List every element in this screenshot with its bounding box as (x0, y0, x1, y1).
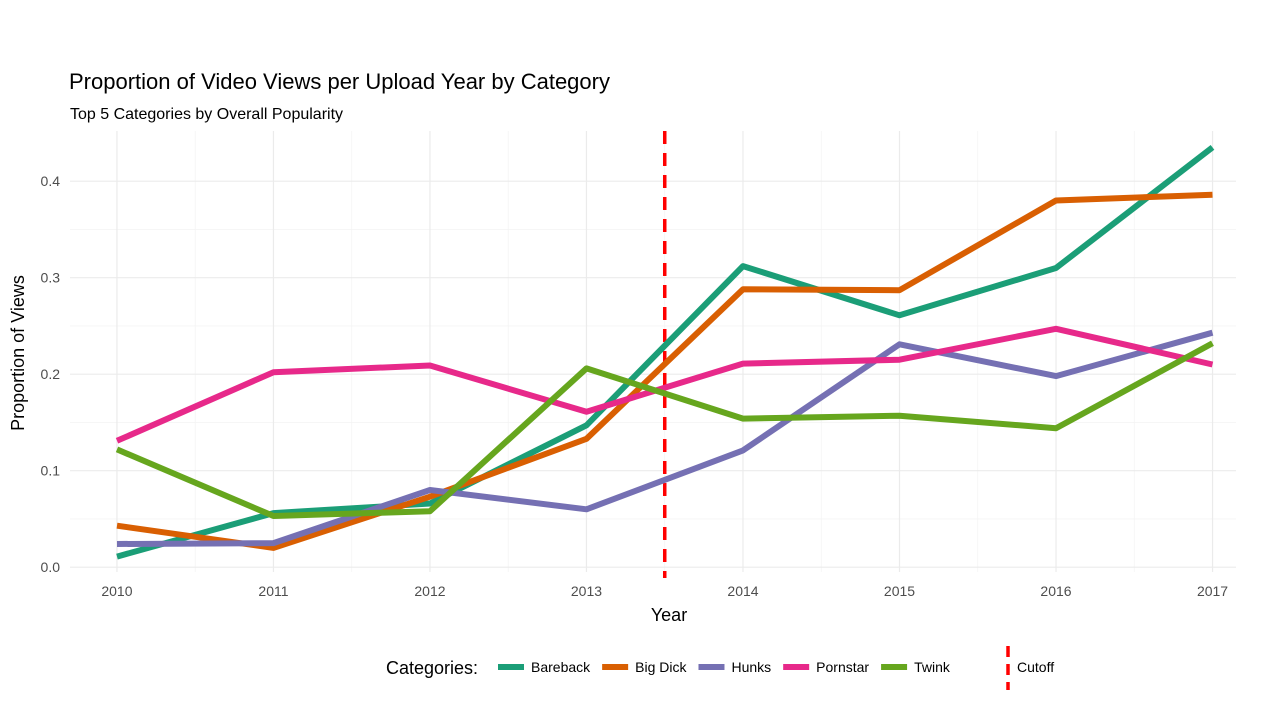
y-tick-label: 0.4 (41, 173, 61, 189)
series-line-bareback (116, 145, 1215, 560)
legend: Categories: Bareback Big Dick Hunks Pornsta… (386, 646, 1054, 690)
legend-label: Big Dick (635, 659, 687, 675)
x-tick-label: 2011 (258, 583, 288, 599)
x-tick-label: 2010 (101, 583, 132, 599)
x-tick-label: 2014 (727, 583, 758, 599)
series-lines (115, 145, 1215, 560)
x-tick-label: 2012 (414, 583, 445, 599)
y-tick-label: 0.2 (41, 366, 61, 382)
y-axis-title: Proportion of Views (8, 275, 28, 431)
legend-label-cutoff: Cutoff (1017, 659, 1054, 675)
series-line-twink (115, 340, 1214, 519)
series-line-pornstar (115, 325, 1214, 444)
y-tick-label: 0.3 (41, 270, 61, 286)
legend-label: Pornstar (816, 659, 869, 675)
series-line-hunks (116, 329, 1214, 547)
legend-title: Categories: (386, 658, 478, 678)
y-axis-ticks: 0.0 0.1 0.2 0.3 0.4 (41, 173, 61, 575)
x-axis-title: Year (651, 605, 687, 625)
x-tick-label: 2013 (571, 583, 602, 599)
y-tick-label: 0.1 (41, 463, 61, 479)
x-axis-ticks: 2010 2011 2012 2013 2014 2015 2016 2017 (101, 583, 1228, 599)
series-line-big-dick (116, 191, 1213, 551)
x-tick-label: 2015 (884, 583, 915, 599)
x-tick-label: 2017 (1197, 583, 1228, 599)
chart-title: Proportion of Video Views per Upload Yea… (69, 69, 610, 94)
legend-label: Hunks (731, 659, 771, 675)
chart-subtitle: Top 5 Categories by Overall Popularity (70, 106, 343, 123)
legend-label: Twink (914, 659, 951, 675)
x-tick-label: 2016 (1040, 583, 1071, 599)
legend-label: Bareback (531, 659, 591, 675)
y-tick-label: 0.0 (41, 559, 61, 575)
